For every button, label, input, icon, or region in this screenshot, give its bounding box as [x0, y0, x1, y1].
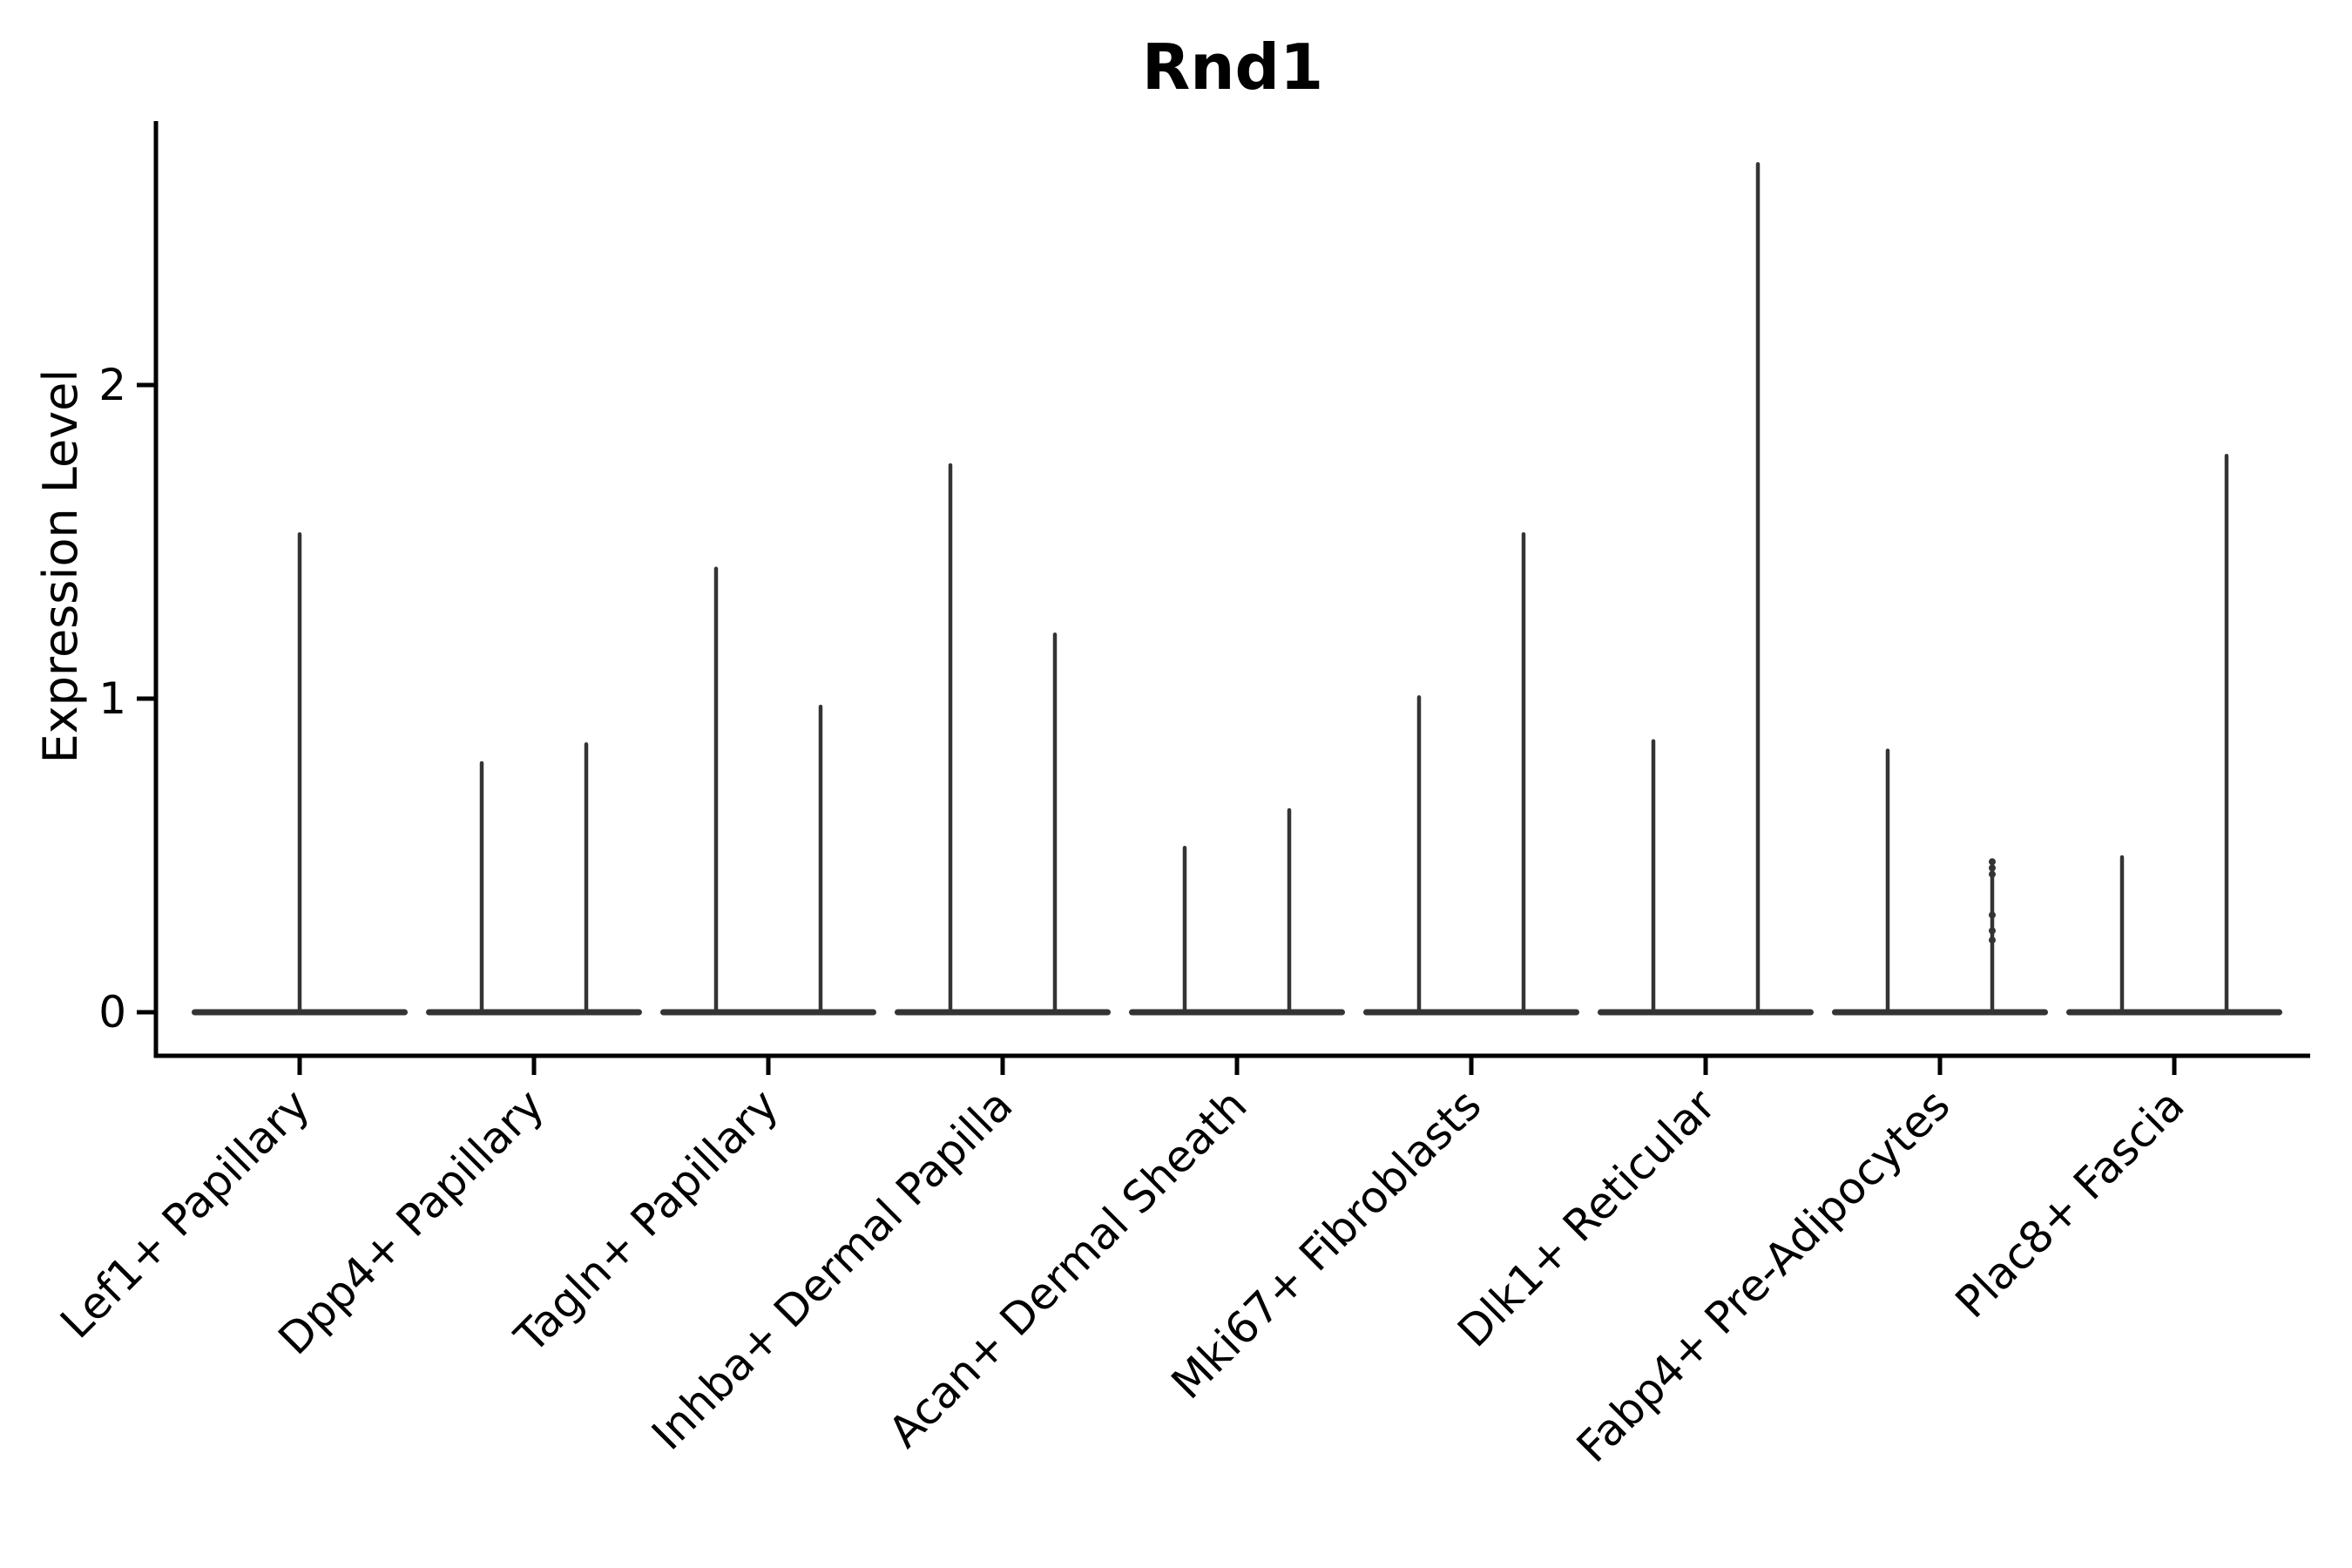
violin-body — [1598, 1009, 1814, 1016]
x-tick-label: Dlk1+ Reticular — [1448, 1079, 1725, 1356]
x-tick-label: Lef1+ Papillary — [51, 1079, 319, 1348]
x-tick-label: Fabp4+ Pre-Adipocytes — [1567, 1079, 1960, 1472]
y-axis-label: Expression Level — [33, 369, 88, 764]
violin-body — [2066, 1009, 2282, 1016]
expression-point — [1989, 858, 1996, 866]
expression-point — [1989, 870, 1996, 878]
violins-group — [192, 162, 2282, 1016]
violin-body — [1832, 1009, 2048, 1016]
chart-title: Rnd1 — [1142, 30, 1323, 104]
y-tick-label: 1 — [98, 673, 126, 724]
x-tick-label: Plac8+ Fascia — [1946, 1079, 2194, 1328]
violin-body — [1129, 1009, 1345, 1016]
y-tick-label: 0 — [98, 987, 126, 1037]
y-tick-label: 2 — [98, 360, 126, 410]
expression-point — [1989, 911, 1996, 919]
axes-group — [153, 121, 2310, 1058]
expression-point — [1989, 927, 1996, 935]
violin-body — [426, 1009, 642, 1016]
expression-point — [1989, 936, 1996, 944]
violin-body — [895, 1009, 1111, 1016]
violin-body — [660, 1009, 876, 1016]
expression-point — [1989, 864, 1996, 872]
violin-body — [1363, 1009, 1579, 1016]
